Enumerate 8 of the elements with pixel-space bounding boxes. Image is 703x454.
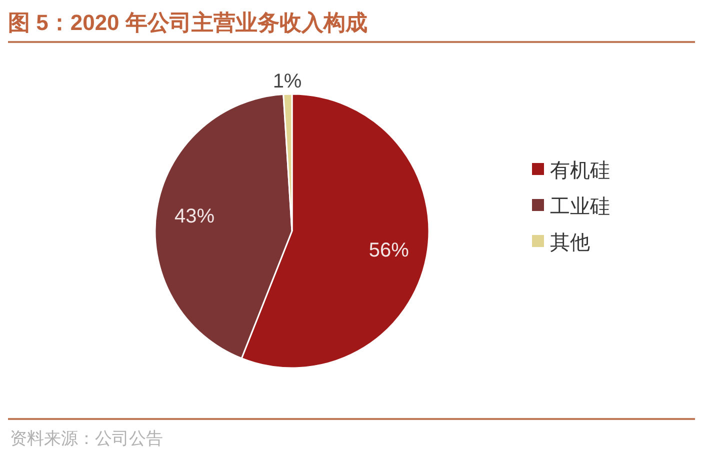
data-label: 1% — [272, 70, 302, 92]
legend-label: 其他 — [550, 232, 590, 254]
data-label: 43% — [174, 206, 215, 228]
legend-label: 有机硅 — [550, 160, 610, 182]
data-label: 56% — [368, 239, 410, 262]
chart-title: 图 5：2020 年公司主营业务收入构成 — [8, 10, 368, 35]
text: 资料来源：公司公告 — [10, 429, 163, 448]
legend-label: 工业硅 — [550, 196, 610, 218]
